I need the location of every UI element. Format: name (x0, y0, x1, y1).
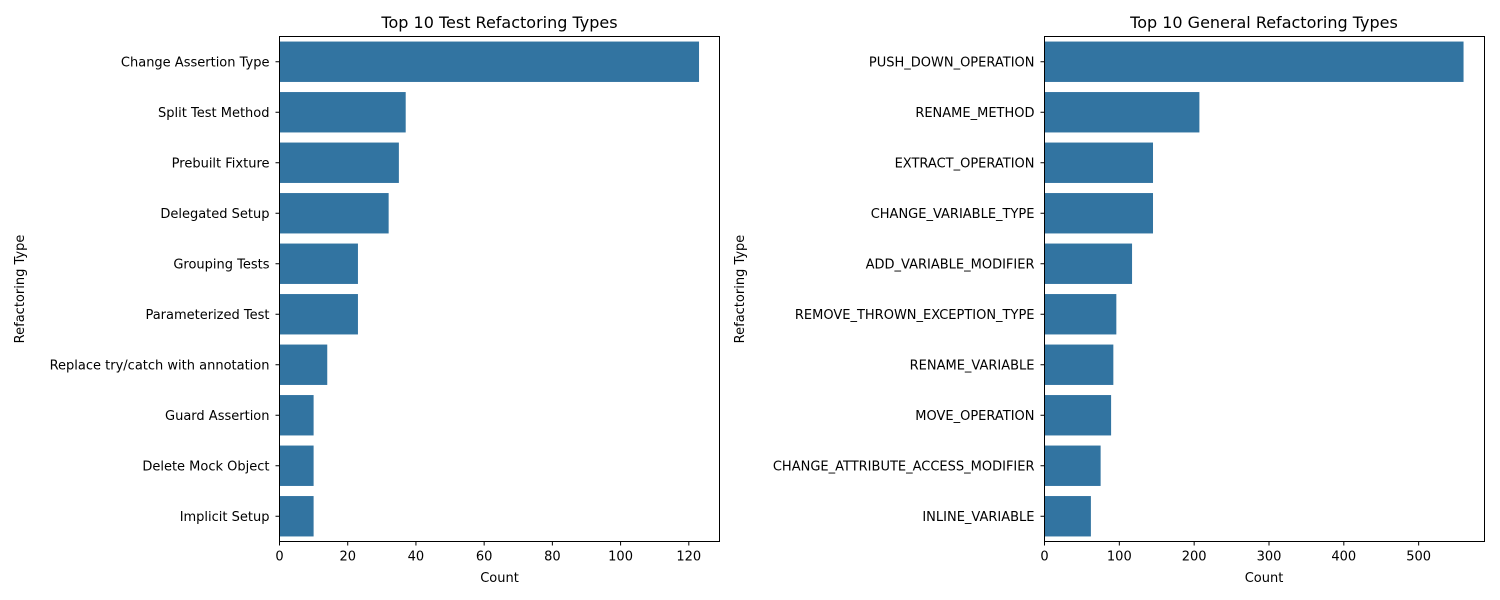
left-bar (279, 92, 406, 133)
right-x-tick-label: 300 (1257, 550, 1282, 565)
left-category-label: Parameterized Test (145, 308, 269, 323)
chart-left-title: Top 10 Test Refactoring Types (380, 13, 617, 32)
left-bar (279, 294, 358, 335)
left-bar (279, 243, 358, 284)
left-category-label: Guard Assertion (165, 409, 269, 424)
chart-left-bars (279, 41, 700, 537)
right-category-label: PUSH_DOWN_OPERATION (869, 55, 1035, 70)
right-category-label: RENAME_VARIABLE (910, 358, 1035, 373)
left-category-label: Change Assertion Type (121, 55, 270, 70)
left-x-tick-label: 40 (408, 550, 425, 565)
left-bar (279, 142, 399, 183)
right-bar (1044, 294, 1117, 335)
right-bar (1044, 41, 1464, 82)
chart-right-bars (1044, 41, 1464, 537)
left-x-tick-label: 100 (608, 550, 633, 565)
left-x-tick-label: 120 (676, 550, 701, 565)
right-category-label: EXTRACT_OPERATION (895, 156, 1035, 171)
left-x-tick-label: 80 (544, 550, 561, 565)
left-x-tick-label: 60 (476, 550, 493, 565)
chart-left-category-labels: Change Assertion Type Split Test Method Pr… (50, 55, 280, 525)
right-bar (1044, 445, 1101, 486)
left-category-label: Delegated Setup (160, 207, 269, 222)
right-category-label: CHANGE_ATTRIBUTE_ACCESS_MODIFIER (773, 459, 1035, 474)
right-bar (1044, 496, 1091, 537)
right-x-tick-label: 400 (1331, 550, 1356, 565)
chart-right-category-labels: PUSH_DOWN_OPERATION RENAME_METHOD EXTRACT_… (773, 55, 1045, 525)
right-bar (1044, 92, 1200, 133)
right-bar (1044, 243, 1133, 284)
left-category-label: Grouping Tests (173, 257, 269, 272)
left-category-label: Replace try/catch with annotation (50, 358, 270, 373)
chart-left-x-ticks: 0 20 40 60 80 100 120 (275, 541, 701, 565)
right-x-tick-label: 100 (1107, 550, 1132, 565)
left-bar (279, 41, 700, 82)
right-category-label: INLINE_VARIABLE (922, 510, 1034, 525)
chart-right-xlabel: Count (1245, 571, 1284, 586)
chart-right-x-ticks: 0 100 200 300 400 500 (1040, 541, 1431, 565)
right-x-tick-label: 0 (1040, 550, 1048, 565)
left-bar (279, 496, 314, 537)
right-bar (1044, 193, 1154, 234)
chart-left: Top 10 Test Refactoring Types Count Refa… (13, 13, 720, 586)
chart-right-frame (1044, 36, 1485, 542)
right-category-label: CHANGE_VARIABLE_TYPE (871, 207, 1035, 222)
right-bar (1044, 395, 1112, 436)
chart-right: Top 10 General Refactoring Types Count R… (733, 13, 1485, 586)
chart-left-ylabel: Refactoring Type (13, 235, 28, 344)
left-x-tick-label: 20 (339, 550, 356, 565)
right-category-label: MOVE_OPERATION (915, 409, 1034, 424)
left-x-tick-label: 0 (275, 550, 283, 565)
left-bar (279, 445, 314, 486)
chart-right-title: Top 10 General Refactoring Types (1129, 13, 1398, 32)
right-x-tick-label: 500 (1406, 550, 1431, 565)
left-category-label: Delete Mock Object (142, 459, 269, 474)
right-category-label: REMOVE_THROWN_EXCEPTION_TYPE (795, 308, 1035, 323)
chart-right-ylabel: Refactoring Type (733, 235, 748, 344)
right-category-label: RENAME_METHOD (915, 106, 1034, 121)
right-category-label: ADD_VARIABLE_MODIFIER (866, 257, 1035, 272)
right-bar (1044, 142, 1154, 183)
right-x-tick-label: 200 (1182, 550, 1207, 565)
left-category-label: Implicit Setup (180, 510, 270, 525)
left-bar (279, 395, 314, 436)
left-bar (279, 193, 389, 234)
left-category-label: Split Test Method (158, 106, 269, 121)
right-bar (1044, 344, 1114, 385)
chart-left-xlabel: Count (480, 571, 519, 586)
left-category-label: Prebuilt Fixture (172, 156, 270, 171)
left-bar (279, 344, 328, 385)
chart-left-frame (279, 36, 720, 542)
